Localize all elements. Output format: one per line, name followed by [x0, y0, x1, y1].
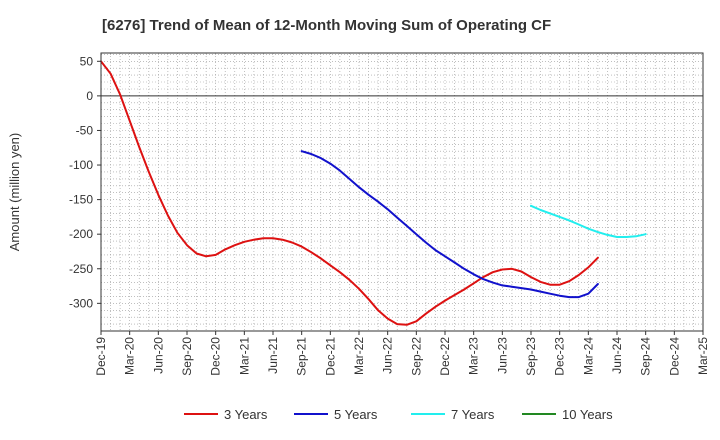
- y-axis-ticks: 50 0 -50 -100 -150 -200 -250 -300: [69, 54, 101, 310]
- y-tick-label: -250: [69, 262, 93, 276]
- legend-label: 5 Years: [334, 407, 378, 422]
- y-tick-label: -300: [69, 296, 93, 310]
- x-tick-label: Dec-22: [438, 337, 452, 376]
- x-tick-label: Jun-22: [381, 337, 395, 374]
- x-tick-label: Sep-20: [180, 337, 194, 376]
- legend-label: 3 Years: [224, 407, 268, 422]
- x-axis-ticks: Dec-19 Mar-20 Jun-20 Sep-20 Dec-20 Mar-21 Jun-…: [94, 331, 710, 376]
- x-tick-label: Sep-23: [524, 337, 538, 376]
- x-tick-label: Mar-22: [352, 337, 366, 375]
- y-tick-label: 0: [86, 89, 93, 103]
- x-tick-label: Dec-20: [209, 337, 223, 376]
- x-tick-label: Mar-24: [581, 337, 595, 375]
- x-tick-label: Jun-24: [610, 337, 624, 374]
- x-tick-label: Jun-23: [495, 337, 509, 374]
- x-tick-label: Jun-20: [151, 337, 165, 374]
- x-tick-label: Sep-21: [295, 337, 309, 376]
- series-line-3-years: [100, 60, 599, 326]
- series-line-5-years: [300, 150, 599, 299]
- grid: [101, 53, 703, 331]
- x-tick-label: Dec-24: [667, 337, 681, 376]
- y-axis-label: Amount (million yen): [7, 133, 22, 252]
- series-line-7-years: [530, 204, 647, 238]
- x-tick-label: Sep-22: [409, 337, 423, 376]
- y-tick-label: -150: [69, 193, 93, 207]
- x-tick-label: Mar-25: [696, 337, 710, 375]
- series-layer: [100, 60, 647, 326]
- y-tick-label: -50: [76, 123, 94, 137]
- y-tick-label: -200: [69, 227, 93, 241]
- y-tick-label: -100: [69, 158, 93, 172]
- x-tick-label: Mar-23: [467, 337, 481, 375]
- x-tick-label: Dec-19: [94, 337, 108, 376]
- x-tick-label: Dec-21: [323, 337, 337, 376]
- x-tick-label: Mar-21: [237, 337, 251, 375]
- x-tick-label: Sep-24: [639, 337, 653, 376]
- x-tick-label: Dec-23: [553, 337, 567, 376]
- legend-label: 7 Years: [451, 407, 495, 422]
- y-tick-label: 50: [80, 54, 94, 68]
- plot-frame: [100, 52, 704, 332]
- legend-label: 10 Years: [562, 407, 613, 422]
- x-tick-label: Mar-20: [123, 337, 137, 375]
- x-tick-label: Jun-21: [266, 337, 280, 374]
- legend: 3 Years 5 Years 7 Years 10 Years: [184, 407, 613, 422]
- chart-title: [6276] Trend of Mean of 12-Month Moving …: [102, 17, 551, 34]
